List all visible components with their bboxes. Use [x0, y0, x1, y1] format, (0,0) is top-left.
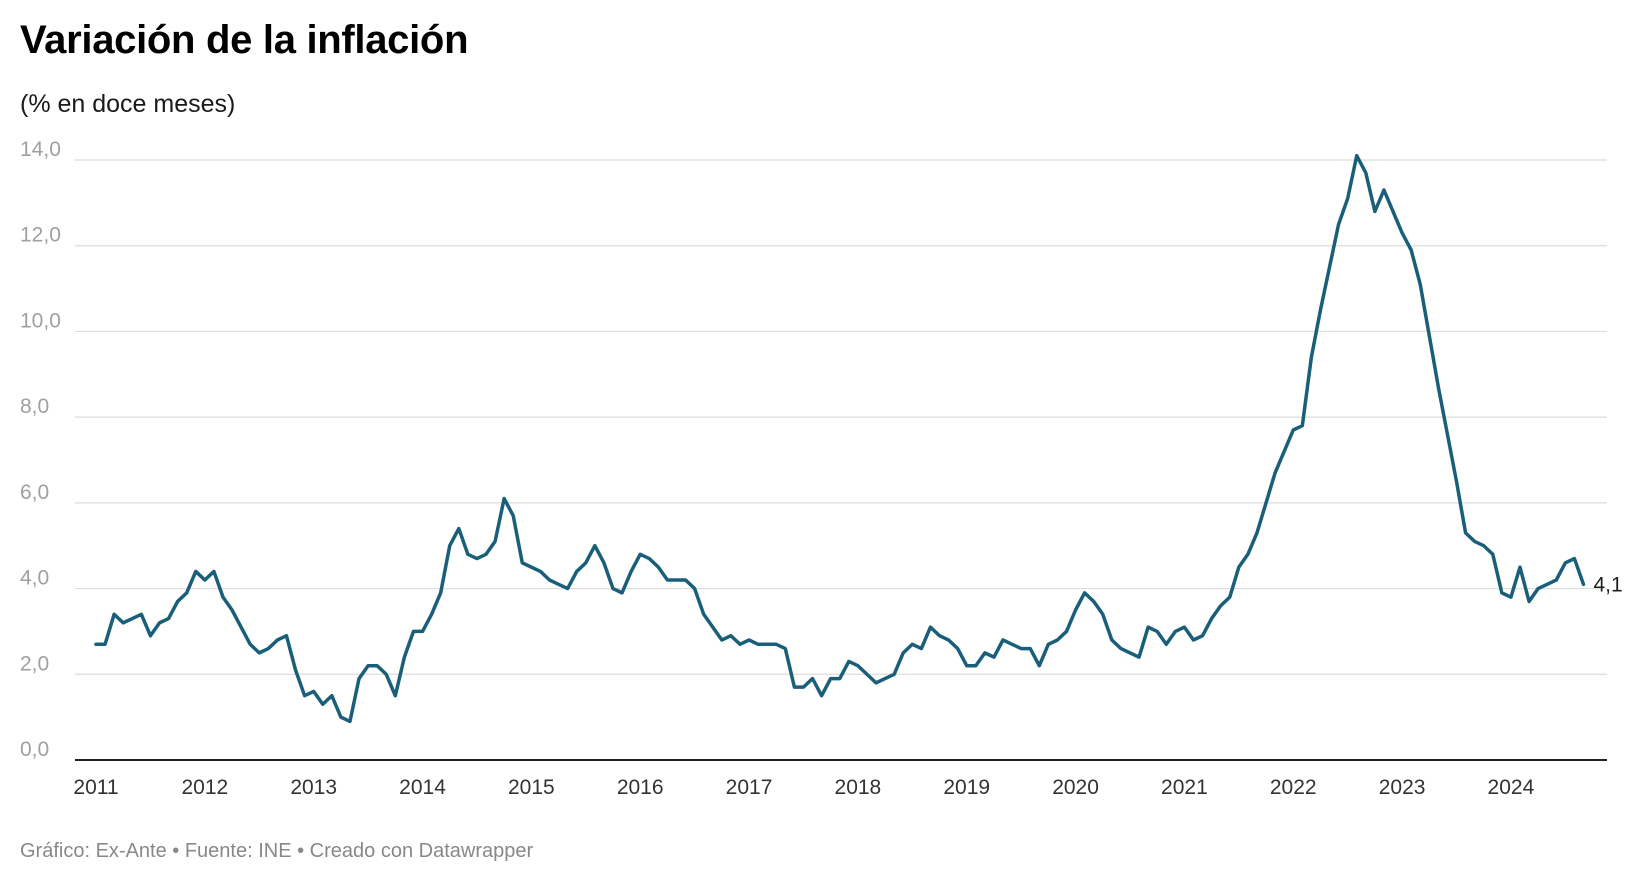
gridlines: [75, 159, 1607, 675]
x-tick-label: 2014: [399, 776, 446, 799]
y-axis-ticks: 0,0 2,0 4,0 6,0 8,0 10,0 12,0 14,0: [20, 138, 61, 761]
y-tick-label: 8,0: [20, 395, 49, 418]
end-value-label: 4,1: [1593, 573, 1622, 596]
x-tick-label: 2020: [1052, 776, 1099, 799]
y-tick-label: 0,0: [20, 738, 49, 761]
chart-title: Variación de la inflación: [20, 18, 469, 62]
x-tick-label: 2012: [181, 776, 228, 799]
x-tick-label: 2015: [508, 776, 555, 799]
chart-subtitle: (% en doce meses): [20, 90, 236, 118]
x-tick-label: 2023: [1379, 776, 1426, 799]
x-tick-label: 2021: [1161, 776, 1208, 799]
x-tick-label: 2018: [835, 776, 882, 799]
x-tick-label: 2013: [290, 776, 337, 799]
x-axis-ticks: 2011 2012 2013 2014 2015 2016 2017 2018 2019 2020…: [73, 776, 1534, 799]
x-tick-label: 2017: [726, 776, 773, 799]
y-tick-label: 4,0: [20, 567, 49, 590]
y-tick-label: 12,0: [20, 224, 61, 247]
series-line: [94, 153, 1586, 724]
x-tick-label: 2019: [943, 776, 990, 799]
chart-footer: Gráfico: Ex-Ante • Fuente: INE • Creado …: [20, 840, 534, 862]
x-tick-label: 2022: [1270, 776, 1317, 799]
y-tick-label: 6,0: [20, 481, 49, 504]
x-tick-label: 2016: [617, 776, 664, 799]
y-tick-label: 2,0: [20, 652, 49, 675]
y-tick-label: 10,0: [20, 309, 61, 332]
x-tick-label: 2024: [1488, 776, 1535, 799]
y-tick-label: 14,0: [20, 138, 61, 161]
x-tick-label: 2011: [73, 776, 118, 799]
